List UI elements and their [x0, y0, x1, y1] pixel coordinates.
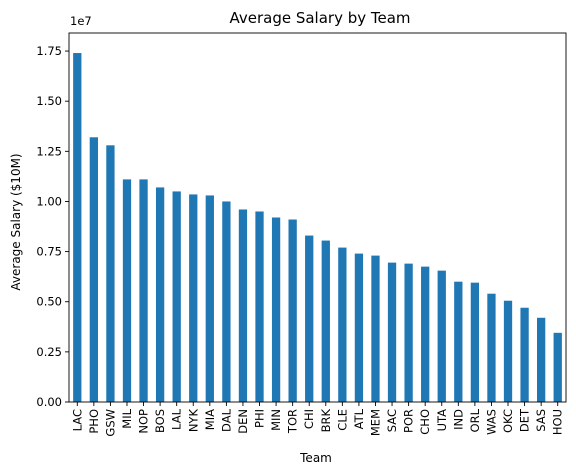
x-tick-label-mil: MIL: [120, 408, 134, 428]
bar-cho: [421, 266, 430, 402]
x-tick-label-ind: IND: [451, 409, 465, 430]
bar-nyk: [189, 194, 198, 402]
x-tick-label-pho: PHO: [87, 409, 101, 434]
bar-lac: [73, 53, 82, 402]
chart-title: Average Salary by Team: [229, 9, 410, 27]
x-tick-label-orl: ORL: [468, 408, 482, 432]
x-tick-label-dal: DAL: [219, 408, 233, 432]
x-tick-label-mia: MIA: [203, 409, 217, 430]
y-axis-label: Average Salary ($10M): [9, 153, 23, 290]
bar-bos: [155, 187, 165, 402]
bar-hou: [553, 332, 562, 402]
y-tick-label: 0.00: [36, 395, 62, 409]
y-tick-label: 0.25: [36, 345, 62, 359]
x-tick-label-brk: BRK: [319, 409, 333, 433]
x-tick-label-was: WAS: [484, 409, 498, 435]
bar-uta: [437, 270, 446, 402]
y-tick-label: 1.75: [36, 44, 62, 58]
x-tick-label-tor: TOR: [286, 409, 300, 434]
x-tick-label-den: DEN: [236, 409, 250, 434]
x-axis-label: Team: [299, 451, 332, 465]
x-tick-label-min: MIN: [269, 409, 283, 431]
x-tick-label-sac: SAC: [385, 409, 399, 432]
bar-brk: [321, 240, 330, 402]
bar-mem: [371, 255, 380, 402]
y-tick-label: 0.50: [36, 295, 62, 309]
bar-por: [404, 263, 413, 402]
y-tick-label: 1.25: [36, 144, 62, 158]
bar-dal: [222, 201, 231, 402]
x-tick-label-atl: ATL: [352, 408, 366, 429]
x-tick-label-mem: MEM: [368, 409, 382, 436]
x-tick-label-bos: BOS: [153, 409, 167, 433]
y-axis-offset-label: 1e7: [70, 14, 92, 28]
bar-mia: [205, 195, 214, 402]
bar-sac: [387, 262, 397, 402]
x-tick-label-phi: PHI: [253, 409, 267, 428]
x-tick-label-lal: LAL: [170, 408, 184, 430]
x-tick-label-gsw: GSW: [103, 409, 117, 437]
bar-was: [487, 293, 496, 402]
x-tick-label-por: POR: [402, 409, 416, 433]
x-axis-ticks: LAC PHO GSW MIL NOP BOS LAL NYK MIA DAL DEN PHI MIN T…: [70, 402, 565, 437]
x-tick-label-nop: NOP: [137, 409, 151, 434]
bar-chi: [305, 235, 314, 402]
x-tick-label-okc: OKC: [501, 409, 515, 433]
x-tick-label-cle: CLE: [335, 409, 349, 431]
y-tick-label: 1.50: [36, 94, 62, 108]
bar-nop: [139, 179, 148, 402]
bar-phi: [255, 211, 264, 402]
x-tick-label-hou: HOU: [551, 409, 565, 435]
x-tick-label-det: DET: [518, 408, 532, 432]
y-tick-label: 0.75: [36, 245, 62, 259]
bar-orl: [470, 282, 480, 402]
bar-okc: [503, 300, 513, 402]
x-tick-label-sas: SAS: [534, 409, 548, 432]
bar-cle: [338, 247, 347, 402]
bars-group: [73, 53, 562, 403]
plot-area-frame: [68, 32, 567, 403]
bar-lal: [172, 191, 181, 402]
y-tick-label: 1.00: [36, 194, 62, 208]
bar-den: [238, 209, 248, 402]
y-axis-ticks: 0.00 0.25 0.50 0.75 1.00 1.25 1.50 1.75: [36, 44, 69, 409]
bar-atl: [354, 253, 364, 402]
x-tick-label-uta: UTA: [435, 409, 449, 432]
x-tick-label-chi: CHI: [302, 409, 316, 429]
bar-tor: [288, 219, 297, 402]
x-tick-label-nyk: NYK: [186, 409, 200, 433]
bar-sas: [537, 317, 546, 402]
bar-gsw: [106, 145, 115, 402]
x-tick-label-cho: CHO: [418, 409, 432, 435]
bar-ind: [454, 281, 463, 402]
bar-min: [271, 217, 281, 402]
bar-pho: [89, 137, 98, 403]
bar-det: [520, 307, 529, 402]
x-tick-label-lac: LAC: [70, 409, 84, 431]
bar-mil: [122, 179, 132, 402]
